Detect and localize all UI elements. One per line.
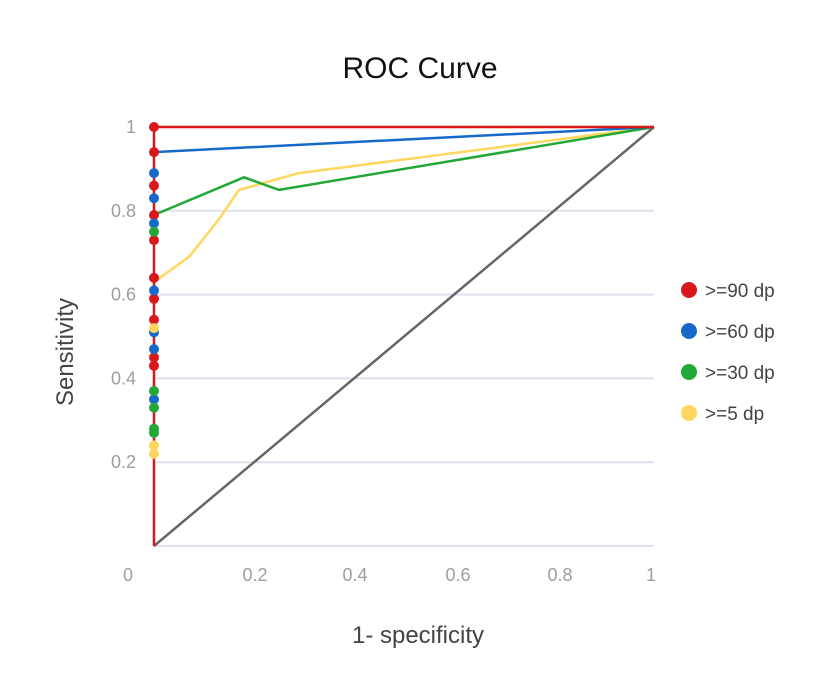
- data-point: [149, 168, 159, 179]
- data-point: [149, 394, 159, 405]
- reference-diagonal-line: [153, 126, 655, 547]
- data-point: [149, 440, 159, 451]
- legend: >=90 dp >=60 dp >=30 dp >=5 dp: [681, 281, 775, 425]
- y-tick-label: 1: [126, 117, 136, 137]
- y-tick-label: 0.2: [111, 452, 136, 472]
- legend-label: >=5 dp: [705, 404, 764, 425]
- data-point: [149, 218, 159, 229]
- series-markers: [149, 122, 159, 459]
- legend-swatch: [681, 364, 697, 380]
- data-point: [149, 180, 159, 191]
- data-point: [149, 226, 159, 237]
- chart-title: ROC Curve: [342, 52, 497, 85]
- data-point: [149, 314, 159, 325]
- legend-swatch: [681, 405, 697, 421]
- y-tick-label: 0.6: [111, 285, 136, 305]
- legend-swatch: [681, 323, 697, 339]
- series-lines: [152, 125, 655, 547]
- y-axis-ticks: 0.2 0.4 0.6 0.8 1: [111, 117, 136, 472]
- data-point: [149, 385, 159, 396]
- series-line: [153, 125, 655, 154]
- data-point: [149, 344, 159, 355]
- x-axis-title: 1- specificity: [352, 622, 484, 649]
- x-tick-label: 0.2: [242, 565, 267, 585]
- data-point: [149, 285, 159, 296]
- y-axis-title: Sensitivity: [52, 298, 79, 406]
- data-point: [149, 122, 159, 132]
- series-line: [153, 125, 655, 284]
- x-tick-label: 0.8: [547, 565, 572, 585]
- data-point: [149, 360, 159, 371]
- data-point: [149, 402, 159, 413]
- x-tick-label: 1: [646, 565, 656, 585]
- data-point: [149, 272, 159, 283]
- legend-label: >=90 dp: [705, 281, 775, 302]
- data-point: [149, 448, 159, 459]
- data-point: [149, 209, 159, 220]
- legend-swatch: [681, 282, 697, 298]
- data-point: [149, 293, 159, 304]
- data-point: [149, 427, 159, 438]
- data-point: [149, 193, 159, 204]
- series-line: [153, 125, 655, 217]
- y-tick-label: 0.8: [111, 201, 136, 221]
- data-point: [149, 352, 159, 363]
- data-point: [149, 147, 159, 158]
- y-tick-label: 0.4: [111, 368, 136, 388]
- x-tick-label: 0.6: [445, 565, 470, 585]
- legend-label: >=30 dp: [705, 363, 775, 384]
- legend-label: >=60 dp: [705, 322, 775, 343]
- x-tick-label: 0.4: [342, 565, 367, 585]
- data-point: [149, 235, 159, 246]
- data-point: [149, 323, 159, 334]
- x-tick-label: 0: [123, 565, 133, 585]
- x-axis-ticks: 0 0.2 0.4 0.6 0.8 1: [123, 565, 656, 585]
